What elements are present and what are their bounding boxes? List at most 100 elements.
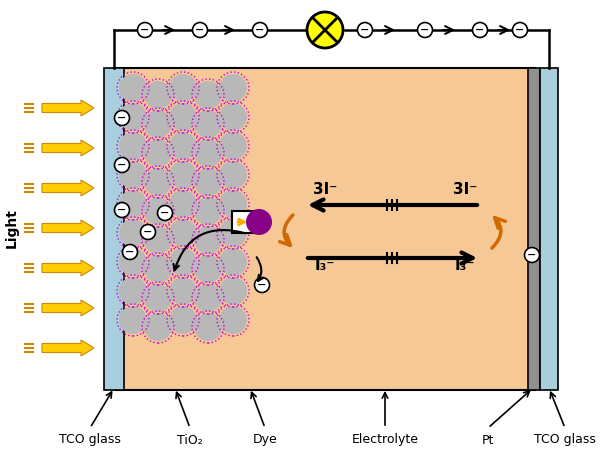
Text: Light: Light: [5, 208, 19, 248]
FancyArrow shape: [42, 300, 94, 316]
Circle shape: [219, 74, 247, 102]
Text: 3I⁻: 3I⁻: [453, 182, 477, 197]
Circle shape: [194, 139, 222, 167]
Circle shape: [253, 22, 268, 38]
Text: I₃⁻: I₃⁻: [315, 258, 335, 273]
Circle shape: [219, 277, 247, 305]
Circle shape: [157, 206, 173, 220]
Bar: [115, 68, 535, 390]
Circle shape: [219, 248, 247, 276]
Circle shape: [144, 81, 172, 109]
Text: I₃⁻: I₃⁻: [455, 258, 475, 273]
Circle shape: [115, 202, 130, 218]
Text: Dye: Dye: [253, 434, 277, 447]
Circle shape: [418, 22, 433, 38]
Circle shape: [169, 219, 197, 247]
Text: −: −: [475, 24, 485, 34]
Circle shape: [119, 306, 147, 334]
Text: TiO₂: TiO₂: [177, 434, 203, 447]
Circle shape: [169, 190, 197, 218]
Text: −: −: [421, 24, 430, 34]
Text: −: −: [118, 205, 127, 214]
Text: −: −: [118, 113, 127, 122]
Text: −: −: [125, 246, 134, 256]
Circle shape: [144, 110, 172, 138]
Circle shape: [122, 245, 137, 260]
Circle shape: [119, 103, 147, 131]
Bar: [232, 211, 254, 233]
Text: 3I⁻: 3I⁻: [313, 182, 337, 197]
Circle shape: [169, 248, 197, 276]
Circle shape: [144, 197, 172, 225]
Circle shape: [144, 284, 172, 312]
Circle shape: [219, 190, 247, 218]
Text: −: −: [140, 24, 149, 34]
Circle shape: [144, 255, 172, 283]
Circle shape: [169, 132, 197, 160]
Bar: [540, 68, 558, 390]
FancyArrow shape: [42, 180, 94, 196]
FancyArrow shape: [42, 340, 94, 356]
Circle shape: [194, 255, 222, 283]
Bar: [104, 68, 124, 390]
Circle shape: [169, 306, 197, 334]
Circle shape: [219, 219, 247, 247]
Circle shape: [169, 277, 197, 305]
Circle shape: [194, 81, 222, 109]
Circle shape: [169, 74, 197, 102]
Circle shape: [169, 161, 197, 189]
Circle shape: [473, 22, 487, 38]
Circle shape: [194, 226, 222, 254]
Text: Electrolyte: Electrolyte: [352, 434, 419, 447]
Text: −: −: [118, 159, 127, 169]
Circle shape: [119, 190, 147, 218]
Circle shape: [219, 306, 247, 334]
Circle shape: [119, 132, 147, 160]
FancyArrow shape: [42, 100, 94, 116]
Circle shape: [194, 197, 222, 225]
Circle shape: [119, 277, 147, 305]
Text: TCO glass: TCO glass: [534, 434, 596, 447]
Text: −: −: [143, 227, 152, 236]
Circle shape: [358, 22, 373, 38]
Circle shape: [512, 22, 527, 38]
Circle shape: [144, 313, 172, 341]
Circle shape: [169, 103, 197, 131]
Text: −: −: [196, 24, 205, 34]
Circle shape: [144, 168, 172, 196]
Circle shape: [140, 224, 155, 240]
Circle shape: [115, 158, 130, 173]
FancyArrow shape: [42, 260, 94, 276]
Text: TCO glass: TCO glass: [59, 434, 121, 447]
FancyArrow shape: [42, 140, 94, 156]
Circle shape: [194, 284, 222, 312]
Circle shape: [119, 248, 147, 276]
Circle shape: [115, 110, 130, 125]
Circle shape: [137, 22, 152, 38]
Circle shape: [144, 226, 172, 254]
Circle shape: [307, 12, 343, 48]
Text: −: −: [515, 24, 524, 34]
Text: −: −: [160, 207, 170, 218]
Circle shape: [119, 161, 147, 189]
Text: −: −: [257, 279, 266, 289]
Circle shape: [194, 110, 222, 138]
Bar: [528, 68, 540, 390]
Circle shape: [144, 139, 172, 167]
Circle shape: [254, 278, 269, 293]
Circle shape: [219, 103, 247, 131]
Circle shape: [194, 313, 222, 341]
Circle shape: [119, 219, 147, 247]
Circle shape: [193, 22, 208, 38]
Circle shape: [194, 168, 222, 196]
Circle shape: [524, 247, 539, 262]
Circle shape: [219, 161, 247, 189]
Circle shape: [119, 74, 147, 102]
Circle shape: [219, 132, 247, 160]
Text: Pt: Pt: [482, 434, 494, 447]
Text: −: −: [527, 250, 536, 260]
Text: −: −: [256, 24, 265, 34]
Circle shape: [246, 209, 272, 235]
Text: −: −: [361, 24, 370, 34]
FancyArrow shape: [42, 220, 94, 236]
